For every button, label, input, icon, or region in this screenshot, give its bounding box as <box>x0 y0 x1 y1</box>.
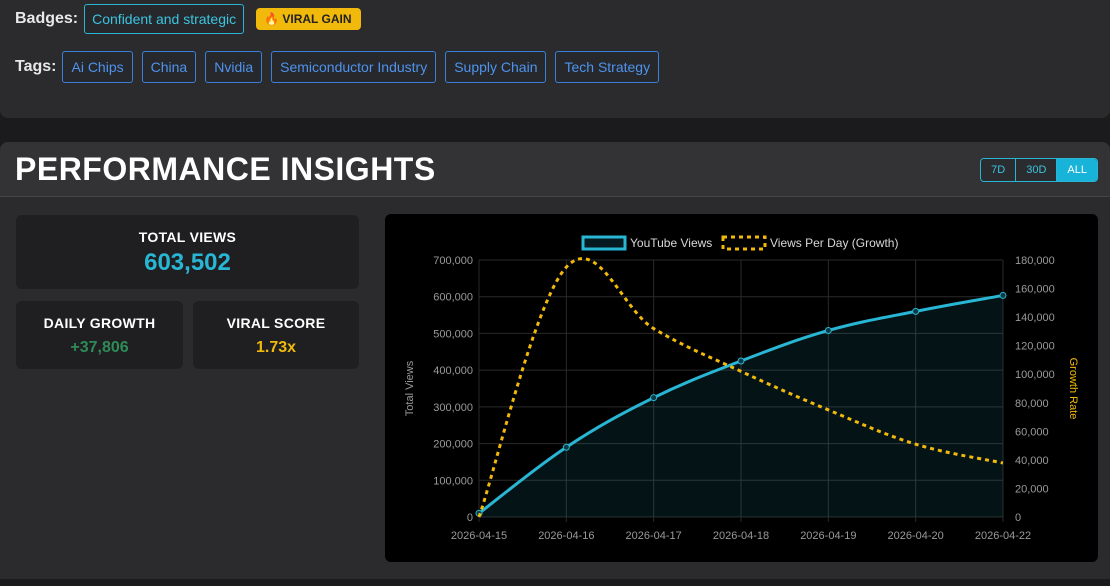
range-30d-button[interactable]: 30D <box>1016 159 1058 181</box>
tag-ai-chips[interactable]: Ai Chips <box>62 51 133 83</box>
views-point <box>737 357 745 365</box>
daily-growth-card: DAILY GROWTH +37,806 <box>16 301 183 369</box>
y2-tick-label: 160,000 <box>1015 284 1055 296</box>
x-tick-label: 2026-04-18 <box>713 530 769 542</box>
tag-semiconductor-industry[interactable]: Semiconductor Industry <box>271 51 437 83</box>
legend-views-label: YouTube Views <box>630 236 712 250</box>
y-tick-label: 700,000 <box>433 255 473 267</box>
tag-china[interactable]: China <box>141 51 197 83</box>
growth-line <box>477 257 1004 518</box>
y-tick-label: 300,000 <box>433 402 473 414</box>
x-tick-label: 2026-04-19 <box>800 530 856 542</box>
total-views-label: TOTAL VIEWS <box>138 229 237 245</box>
views-area <box>479 295 1003 517</box>
legend-views-swatch <box>581 235 627 251</box>
y2-tick-label: 80,000 <box>1015 398 1049 410</box>
y-axis-title: Total Views <box>404 360 416 416</box>
x-tick-label: 2026-04-17 <box>626 530 682 542</box>
y2-tick-label: 140,000 <box>1015 312 1055 324</box>
tag-nvidia[interactable]: Nvidia <box>205 51 263 83</box>
views-point <box>562 443 570 451</box>
badges-label: Badges: <box>15 10 79 27</box>
y-tick-label: 400,000 <box>433 365 473 377</box>
views-chart: 0 100,000 200,000 300,000 400,000 500,000 600,… <box>385 214 1098 562</box>
badge-confident-strategic: Confident and strategic <box>84 4 245 34</box>
y2-axis-title: Growth Rate <box>1067 358 1079 420</box>
y2-tick-label: 180,000 <box>1015 255 1055 267</box>
page-title: PERFORMANCE INSIGHTS <box>15 151 436 187</box>
video-meta-card: Badges: Confident and strategic 🔥 VIRAL … <box>0 0 1110 118</box>
y-tick-label: 500,000 <box>433 328 473 340</box>
insights-header: PERFORMANCE INSIGHTS 7D 30D ALL <box>0 142 1110 197</box>
badges-row: Badges: Confident and strategic 🔥 VIRAL … <box>15 4 361 34</box>
viral-gain-badge: 🔥 VIRAL GAIN <box>256 8 361 30</box>
legend-growth-swatch <box>721 235 767 251</box>
daily-growth-value: +37,806 <box>70 339 129 356</box>
y2-tick-label: 60,000 <box>1015 426 1049 438</box>
views-point <box>999 291 1007 299</box>
performance-insights-card: PERFORMANCE INSIGHTS 7D 30D ALL TOTAL VI… <box>0 142 1110 579</box>
range-all-button[interactable]: ALL <box>1057 159 1097 181</box>
tag-supply-chain[interactable]: Supply Chain <box>445 51 547 83</box>
viral-score-label: VIRAL SCORE <box>226 315 326 331</box>
tags-row: Tags: Ai Chips China Nvidia Semiconducto… <box>15 51 668 83</box>
x-tick-label: 2026-04-16 <box>538 530 594 542</box>
y2-tick-label: 20,000 <box>1015 483 1049 495</box>
total-views-card: TOTAL VIEWS 603,502 <box>16 215 359 289</box>
range-7d-button[interactable]: 7D <box>981 159 1017 181</box>
y2-tick-label: 40,000 <box>1015 455 1049 467</box>
y-tick-label: 600,000 <box>433 292 473 304</box>
x-tick-label: 2026-04-22 <box>975 530 1031 542</box>
viral-score-card: VIRAL SCORE 1.73x <box>193 301 359 369</box>
y2-tick-label: 0 <box>1015 512 1021 524</box>
views-point <box>650 394 658 402</box>
views-point <box>824 326 832 334</box>
tag-tech-strategy[interactable]: Tech Strategy <box>555 51 660 83</box>
x-tick-label: 2026-04-20 <box>888 530 944 542</box>
y-tick-label: 200,000 <box>433 439 473 451</box>
viral-score-value: 1.73x <box>255 339 297 356</box>
views-chart-svg: 0 100,000 200,000 300,000 400,000 500,000 600,… <box>404 235 1079 542</box>
y2-tick-label: 100,000 <box>1015 369 1055 381</box>
legend-growth-label: Views Per Day (Growth) <box>770 236 898 250</box>
x-tick-label: 2026-04-15 <box>451 530 507 542</box>
views-point <box>912 307 920 315</box>
y-tick-label: 0 <box>467 512 473 524</box>
y-tick-label: 100,000 <box>433 475 473 487</box>
y2-tick-label: 120,000 <box>1015 341 1055 353</box>
tags-label: Tags: <box>15 58 57 75</box>
total-views-value: 603,502 <box>144 249 231 276</box>
daily-growth-label: DAILY GROWTH <box>43 315 156 331</box>
range-selector: 7D 30D ALL <box>980 158 1098 182</box>
